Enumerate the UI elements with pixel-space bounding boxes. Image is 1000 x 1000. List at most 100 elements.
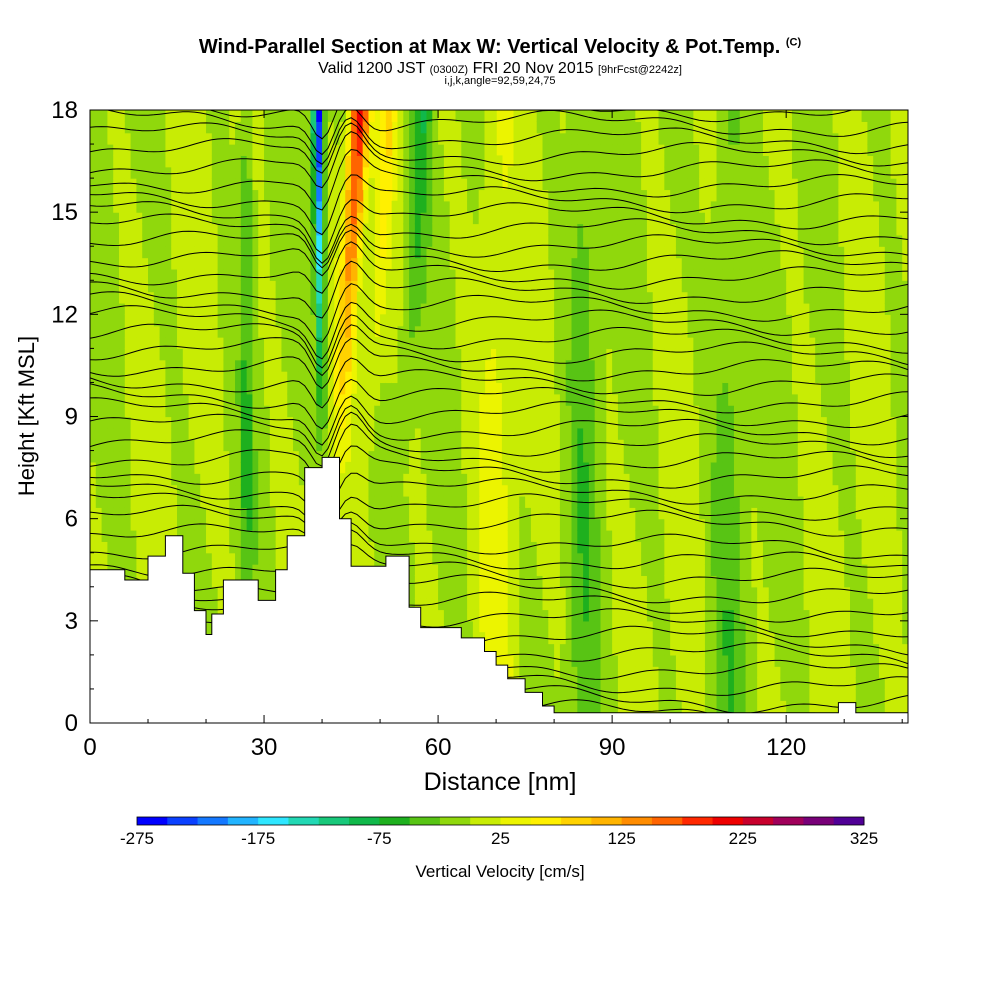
velocity-cell (559, 677, 567, 690)
velocity-cell (362, 325, 370, 338)
velocity-cell (635, 121, 642, 134)
velocity-cell (153, 484, 161, 497)
velocity-cell (629, 484, 636, 497)
velocity-cell (124, 234, 132, 247)
velocity-cell (484, 268, 491, 281)
velocity-cell (252, 166, 259, 179)
velocity-cell (432, 257, 439, 270)
velocity-cell (548, 632, 555, 645)
velocity-cell (548, 677, 555, 690)
velocity-cell (583, 337, 590, 349)
velocity-cell (432, 609, 439, 622)
velocity-cell (223, 518, 230, 531)
velocity-cell (298, 507, 306, 520)
velocity-cell (623, 450, 631, 463)
velocity-cell (281, 234, 288, 247)
velocity-cell (235, 302, 242, 315)
velocity-cell (148, 234, 155, 247)
velocity-cell (316, 382, 323, 395)
velocity-cell (478, 348, 486, 361)
velocity-cell (188, 110, 196, 122)
velocity-cell (211, 439, 219, 452)
velocity-cell (246, 495, 254, 508)
velocity-cell (287, 439, 294, 452)
velocity-cell (153, 314, 161, 327)
velocity-cell (438, 132, 445, 145)
velocity-cell (443, 144, 451, 157)
velocity-cell (235, 257, 242, 270)
velocity-cell (409, 189, 416, 202)
velocity-cell (310, 200, 317, 213)
velocity-cell (530, 280, 538, 293)
velocity-cell (362, 348, 370, 361)
velocity-cell (641, 552, 648, 565)
velocity-cell (240, 166, 248, 179)
velocity-cell (438, 564, 445, 577)
velocity-cell (188, 473, 196, 486)
velocity-cell (107, 132, 114, 145)
velocity-cell (571, 348, 578, 361)
velocity-cell (124, 110, 132, 122)
velocity-cell (211, 155, 219, 168)
velocity-cell (594, 121, 602, 134)
velocity-cell (513, 495, 520, 508)
velocity-cell (240, 280, 248, 293)
velocity-cell (449, 473, 457, 486)
velocity-cell (548, 132, 555, 145)
velocity-cell (623, 518, 631, 531)
velocity-cell (252, 518, 259, 531)
velocity-cell (594, 359, 602, 372)
velocity-cell (461, 121, 468, 134)
velocity-cell (217, 598, 225, 611)
velocity-cell (542, 427, 549, 440)
velocity-cell (600, 688, 607, 701)
velocity-cell (501, 337, 509, 349)
velocity-cell (229, 223, 236, 236)
velocity-cell (600, 552, 607, 565)
velocity-cell (594, 371, 602, 384)
velocity-cell (577, 575, 584, 588)
velocity-cell (90, 144, 97, 157)
velocity-cell (501, 234, 509, 247)
velocity-cell (594, 337, 602, 349)
velocity-cell (130, 473, 138, 486)
velocity-cell (554, 178, 561, 191)
velocity-cell (252, 200, 259, 213)
velocity-cell (246, 246, 254, 259)
velocity-cell (171, 325, 178, 338)
velocity-cell (612, 246, 619, 259)
velocity-cell (629, 518, 636, 531)
velocity-cell (414, 427, 422, 440)
velocity-cell (519, 314, 526, 327)
velocity-cell (101, 518, 108, 531)
velocity-cell (252, 552, 259, 565)
velocity-cell (414, 144, 422, 157)
velocity-cell (461, 507, 468, 520)
velocity-cell (571, 280, 578, 293)
velocity-cell (519, 132, 526, 145)
velocity-cell (385, 416, 393, 429)
velocity-cell (612, 280, 619, 293)
velocity-cell (635, 291, 642, 304)
velocity-cell (629, 257, 636, 270)
velocity-cell (530, 359, 538, 372)
velocity-cell (478, 178, 486, 191)
velocity-cell (252, 280, 259, 293)
velocity-cell (438, 552, 445, 565)
velocity-cell (124, 223, 132, 236)
velocity-cell (95, 121, 103, 134)
velocity-cell (438, 359, 445, 372)
velocity-cell (211, 144, 219, 157)
velocity-cell (588, 189, 596, 202)
velocity-cell (258, 348, 265, 361)
velocity-cell (206, 473, 213, 486)
velocity-cell (583, 359, 590, 372)
velocity-cell (432, 302, 439, 315)
velocity-cell (310, 144, 317, 157)
velocity-cell (264, 268, 271, 281)
velocity-cell (200, 291, 207, 304)
velocity-cell (200, 223, 207, 236)
velocity-cell (455, 280, 462, 293)
velocity-cell (426, 234, 433, 247)
velocity-cell (629, 461, 636, 474)
